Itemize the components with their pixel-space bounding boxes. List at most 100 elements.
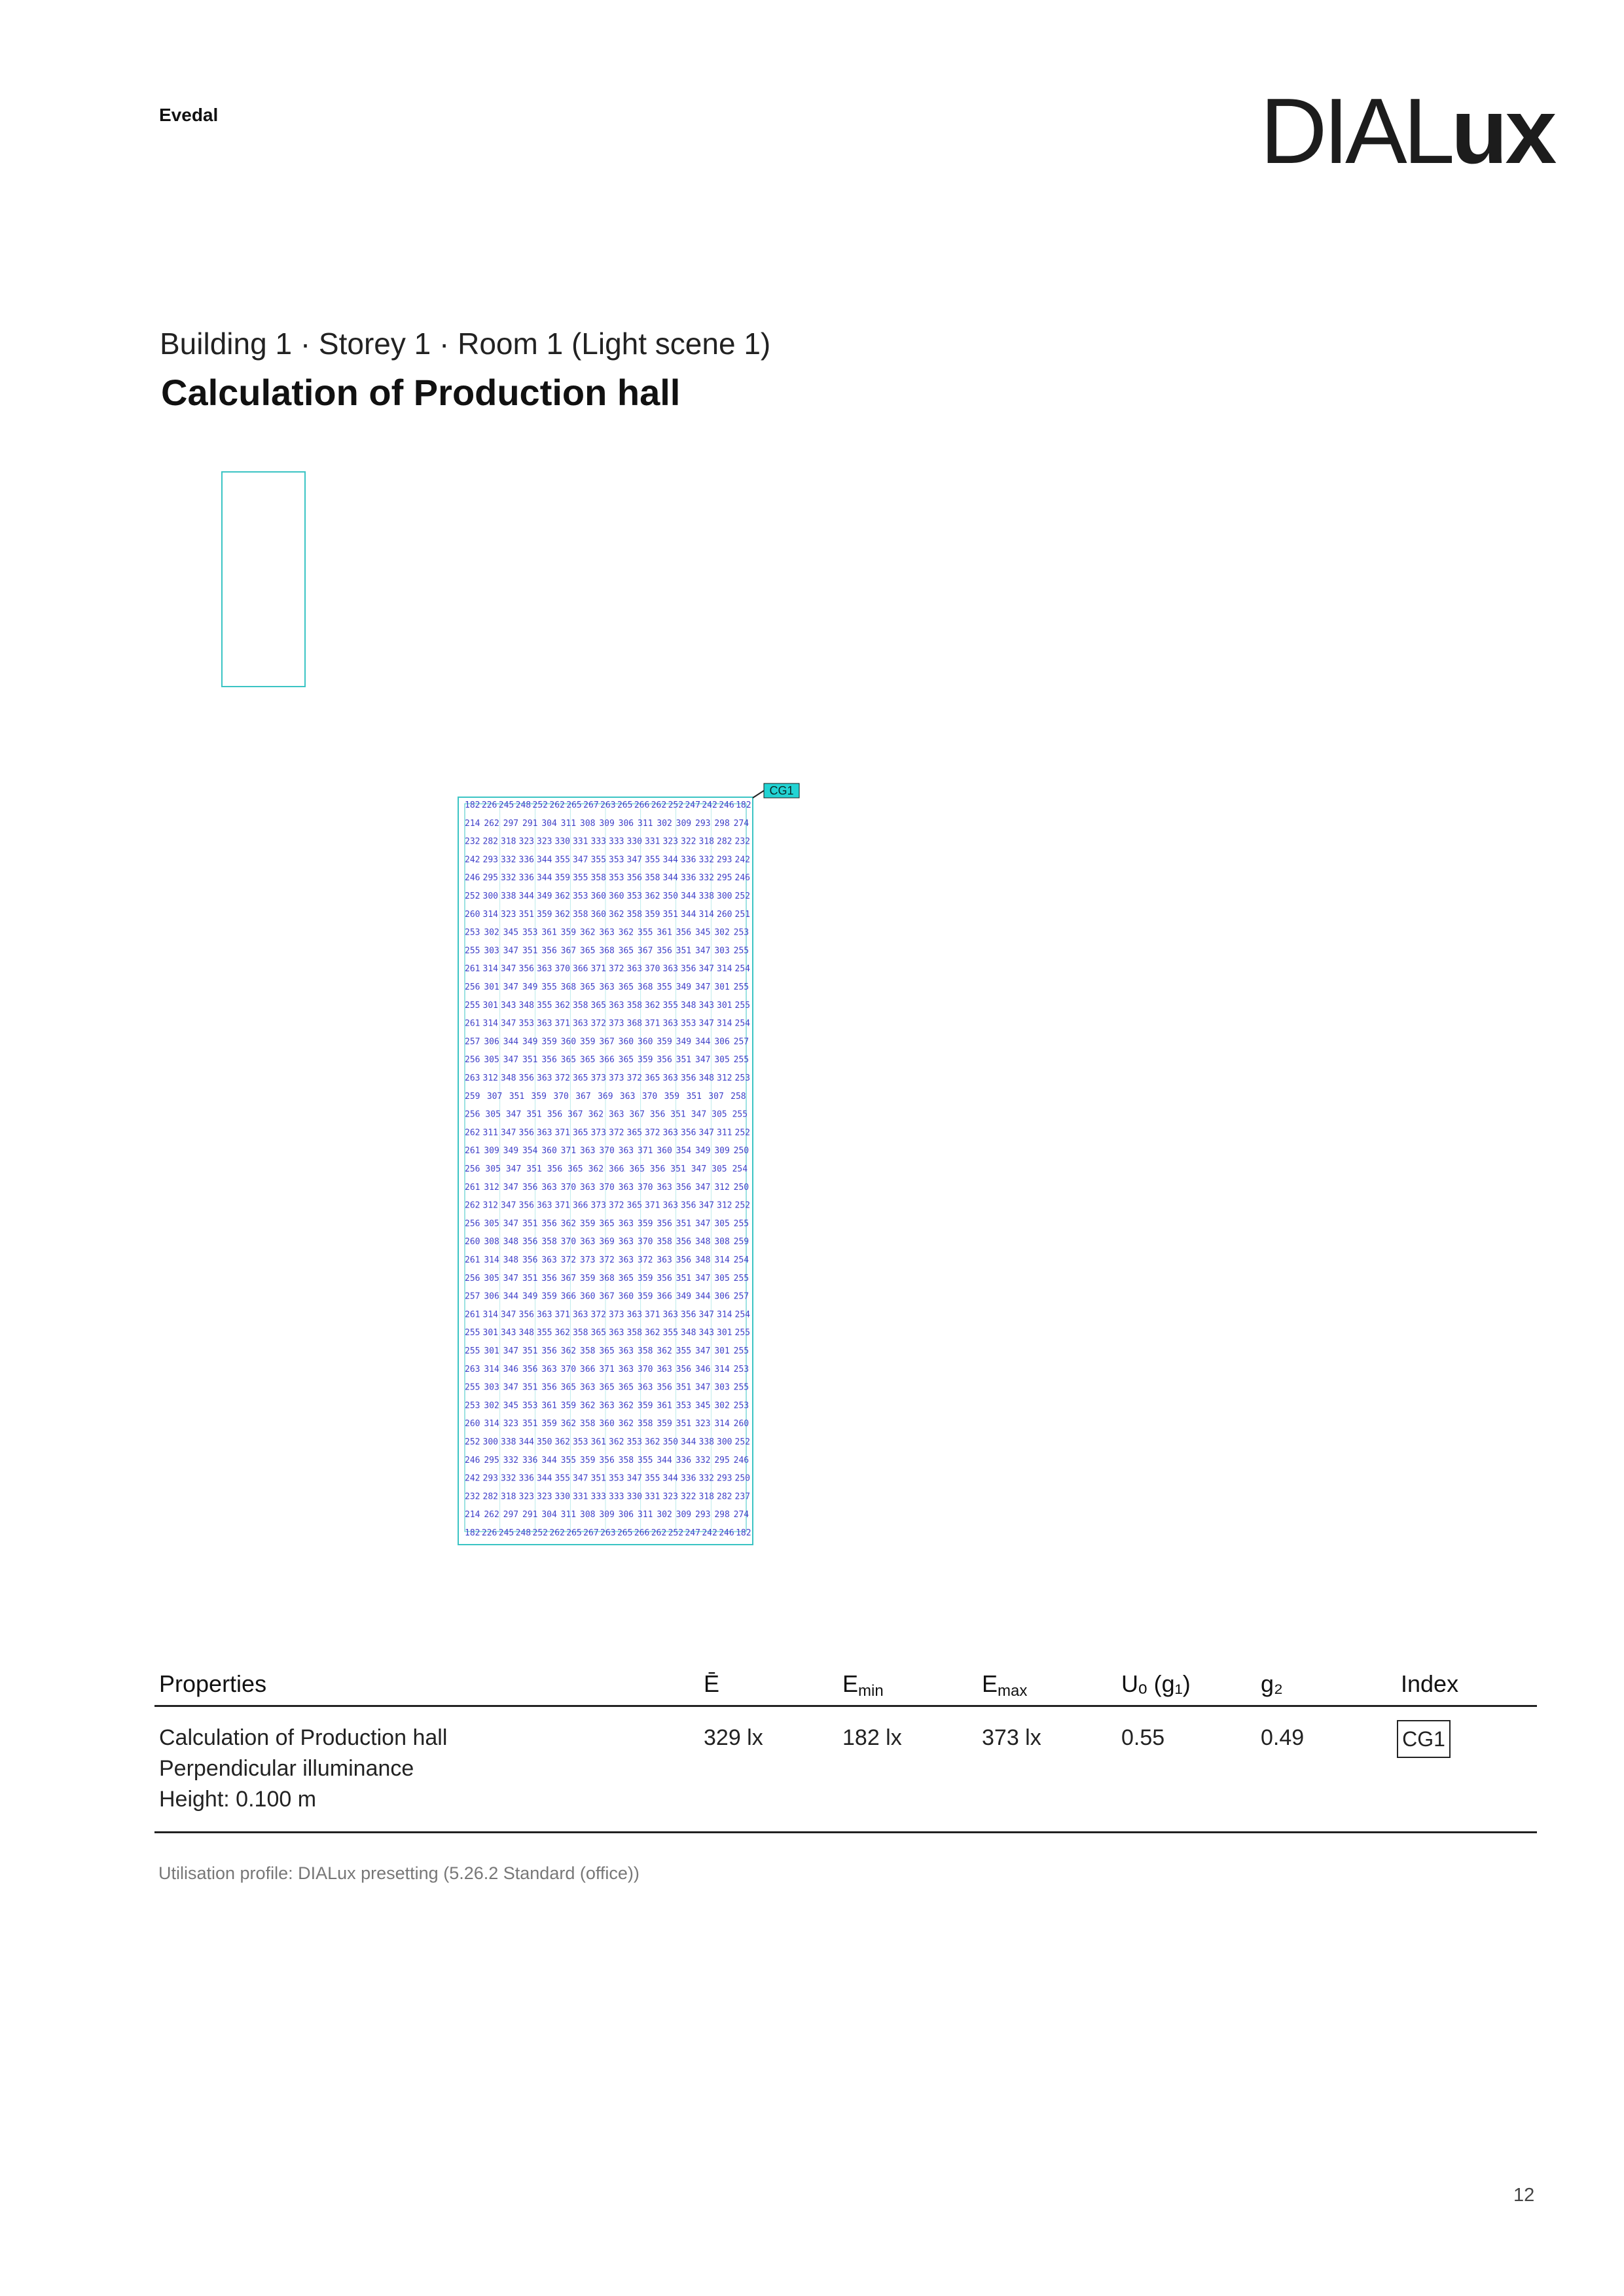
grid-value: 353	[627, 891, 642, 901]
grid-value: 351	[526, 1164, 541, 1174]
grid-value: 330	[555, 1492, 570, 1501]
grid-value: 356	[676, 1183, 691, 1193]
grid-value: 356	[541, 1274, 556, 1283]
row-height: Height: 0.100 m	[159, 1787, 317, 1812]
grid-value: 257	[734, 1292, 749, 1302]
grid-value: 363	[619, 1183, 634, 1193]
grid-value: 255	[734, 1274, 749, 1283]
grid-value: 242	[702, 1528, 717, 1538]
grid-value: 322	[681, 837, 696, 847]
grid-value: 254	[735, 964, 751, 974]
grid-value: 336	[522, 1456, 537, 1465]
grid-value: 344	[657, 1456, 672, 1465]
grid-value: 255	[465, 1383, 480, 1393]
grid-value: 371	[591, 964, 606, 974]
grid-value: 354	[522, 1146, 538, 1156]
grid-value: 351	[522, 1346, 537, 1356]
grid-value: 309	[599, 1510, 614, 1520]
grid-value: 362	[561, 1219, 576, 1229]
grid-value: 355	[591, 855, 606, 865]
grid-value: 356	[657, 1219, 672, 1229]
grid-value: 343	[501, 1001, 516, 1011]
grid-value: 354	[676, 1146, 692, 1156]
grid-value: 301	[484, 1346, 499, 1356]
grid-value: 350	[537, 1437, 552, 1447]
grid-value: 309	[676, 819, 691, 829]
grid-value: 356	[522, 1365, 537, 1374]
grid-value: 365	[573, 1128, 588, 1138]
grid-value: 232	[465, 1492, 480, 1501]
grid-value: 363	[657, 1365, 672, 1374]
grid-value: 355	[573, 873, 588, 883]
grid-value: 355	[663, 1001, 678, 1011]
grid-value: 348	[695, 1237, 710, 1247]
grid-value: 349	[695, 1146, 710, 1156]
grid-value: 348	[501, 1073, 516, 1083]
grid-value: 255	[465, 946, 480, 956]
grid-value: 253	[734, 1365, 749, 1374]
grid-value: 358	[638, 1419, 653, 1429]
grid-value: 356	[657, 1274, 672, 1283]
grid-value: 305	[712, 1164, 727, 1174]
grid-value: 372	[638, 1255, 653, 1265]
grid-value: 347	[501, 1019, 516, 1029]
grid-value: 260	[465, 910, 480, 920]
grid-value: 256	[465, 1110, 480, 1120]
grid-value: 308	[484, 1237, 499, 1247]
grid-value: 300	[717, 891, 732, 901]
calculation-grid-diagram: 182 226 245 248 252 262 265 267 263 265 266 262 252 2…	[458, 783, 800, 1545]
grid-outline	[458, 797, 753, 1545]
grid-value: 347	[699, 1201, 714, 1211]
grid-value: 309	[484, 1146, 499, 1156]
grid-value: 363	[580, 1383, 595, 1393]
grid-value: 254	[735, 1019, 751, 1029]
grid-value: 344	[681, 891, 696, 901]
grid-value: 362	[555, 1001, 570, 1011]
grid-value: 366	[599, 1055, 614, 1065]
grid-value: 301	[483, 1001, 498, 1011]
grid-value: 361	[657, 928, 672, 938]
grid-value: 250	[735, 1474, 750, 1484]
grid-value: 300	[483, 1437, 498, 1447]
row-uo: 0.55	[1121, 1725, 1165, 1750]
grid-value: 331	[645, 1492, 660, 1501]
grid-value: 260	[465, 1419, 480, 1429]
grid-value: 363	[663, 1201, 678, 1211]
grid-value: 282	[717, 1492, 732, 1501]
grid-value: 253	[465, 928, 480, 938]
grid-value: 347	[506, 1164, 521, 1174]
grid-value: 358	[541, 1237, 556, 1247]
grid-value: 351	[522, 946, 537, 956]
grid-value: 356	[541, 946, 556, 956]
grid-value: 372	[609, 1128, 624, 1138]
grid-value: 302	[657, 1510, 672, 1520]
grid-value: 246	[465, 873, 480, 883]
grid-value: 365	[591, 1328, 606, 1338]
grid-value: 365	[619, 982, 634, 992]
grid-value: 309	[714, 1146, 729, 1156]
grid-value: 356	[522, 1237, 537, 1247]
grid-value: 344	[519, 891, 535, 901]
grid-value: 362	[588, 1164, 604, 1174]
grid-value: 351	[676, 946, 691, 956]
grid-value: 372	[555, 1073, 570, 1083]
grid-value: 301	[714, 1346, 729, 1356]
grid-value: 363	[537, 964, 552, 974]
grid-value: 293	[717, 1474, 732, 1484]
grid-value: 338	[501, 891, 516, 901]
grid-value: 347	[695, 1274, 710, 1283]
grid-value: 351	[676, 1219, 691, 1229]
grid-value: 254	[732, 1164, 748, 1174]
grid-value: 252	[533, 800, 548, 810]
grid-value: 348	[681, 1001, 696, 1011]
grid-value: 363	[599, 928, 614, 938]
grid-value: 371	[555, 1310, 570, 1319]
table-header-rule	[154, 1705, 1537, 1707]
grid-value: 371	[561, 1146, 576, 1156]
header-index: Index	[1401, 1670, 1459, 1697]
grid-value: 262	[651, 800, 666, 810]
grid-value: 351	[591, 1474, 606, 1484]
grid-value: 362	[619, 1419, 634, 1429]
grid-value: 262	[549, 1528, 564, 1538]
grid-value: 360	[591, 891, 606, 901]
